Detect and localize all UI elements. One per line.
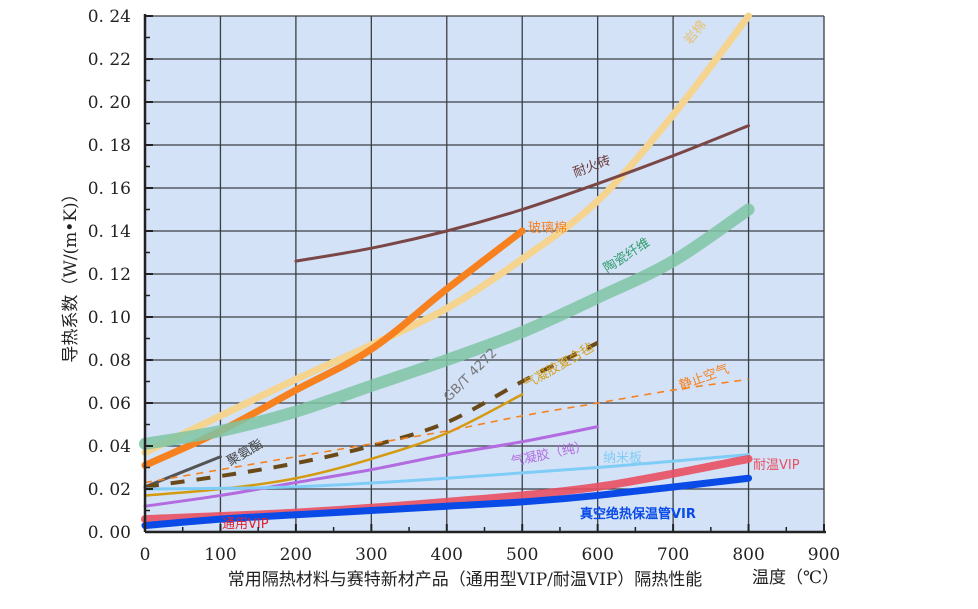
series-line-0 bbox=[141, 12, 753, 456]
y-tick-label: 0. 16 bbox=[88, 179, 131, 199]
y-tick-label: 0. 08 bbox=[88, 351, 131, 371]
x-tick-label: 200 bbox=[280, 545, 312, 565]
x-tick-label: 0 bbox=[140, 545, 151, 565]
x-tick-label: 800 bbox=[732, 545, 764, 565]
y-tick-label: 0. 04 bbox=[88, 437, 131, 457]
x-tick-label: 900 bbox=[808, 545, 840, 565]
y-tick-label: 0. 00 bbox=[88, 523, 131, 543]
series-line-2 bbox=[294, 124, 751, 263]
grid bbox=[145, 15, 825, 532]
x-tick-label: 300 bbox=[355, 545, 387, 565]
axes: 0 100 200 300 400 500 600 700 800 900 0. 00 0. 02 0.… bbox=[88, 7, 840, 565]
series-line-3 bbox=[139, 203, 755, 450]
y-tick-label: 0. 18 bbox=[88, 136, 131, 156]
y-tick-label: 0. 10 bbox=[88, 308, 131, 328]
y-tick-label: 0. 12 bbox=[88, 265, 131, 285]
x-tick-label: 400 bbox=[431, 545, 463, 565]
series-lines bbox=[139, 12, 755, 530]
x-tick-label: 600 bbox=[581, 545, 613, 565]
series-line-9 bbox=[143, 453, 751, 491]
y-tick-label: 0. 14 bbox=[88, 222, 131, 242]
x-axis-label: 温度（℃） bbox=[752, 568, 839, 588]
y-tick-label: 0. 24 bbox=[88, 7, 131, 27]
x-tick-label: 500 bbox=[506, 545, 538, 565]
annotation-general-vip: 通用VIP bbox=[222, 517, 269, 532]
y-tick-label: 0. 06 bbox=[88, 394, 131, 414]
y-tick-label: 0. 20 bbox=[88, 93, 131, 113]
series-line-7 bbox=[144, 378, 749, 484]
series-label: 玻璃棉 bbox=[528, 221, 567, 236]
series-label: 真空绝热保温管VIR bbox=[580, 506, 696, 522]
series-line-11 bbox=[141, 474, 753, 530]
y-tick-label: 0. 02 bbox=[88, 480, 131, 500]
x-tick-label: 700 bbox=[657, 545, 689, 565]
y-tick-label: 0. 22 bbox=[88, 50, 131, 70]
chart-title: 常用隔热材料与赛特新材产品（通用型VIP/耐温VIP）隔热性能 bbox=[228, 569, 703, 590]
series-label: 纳米板 bbox=[603, 451, 642, 466]
series-line-8 bbox=[143, 425, 600, 508]
x-tick-label: 100 bbox=[204, 545, 236, 565]
y-axis-label: 导热系数（W/(m•K)） bbox=[61, 185, 81, 362]
series-label: 耐温VIP bbox=[753, 458, 800, 473]
series-line-5 bbox=[144, 341, 599, 489]
